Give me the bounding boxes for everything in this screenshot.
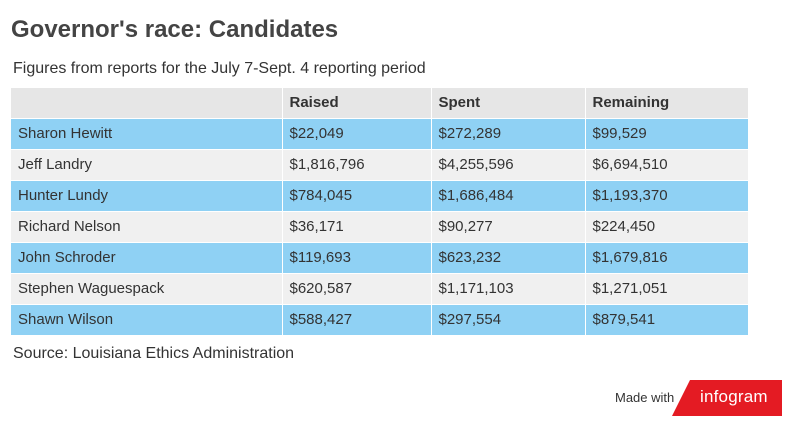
- table-cell-spent: $90,277: [431, 211, 586, 243]
- table-cell-raised: $1,816,796: [282, 149, 432, 181]
- infogram-badge-shape: [672, 380, 782, 416]
- table-cell-raised: $22,049: [282, 118, 432, 150]
- column-header-spent: Spent: [431, 88, 586, 119]
- table-cell-raised: $620,587: [282, 273, 432, 305]
- table-cell-remaining: $6,694,510: [585, 149, 748, 181]
- table-cell-name: Sharon Hewitt: [11, 118, 283, 150]
- table-cell-remaining: $224,450: [585, 211, 748, 243]
- table-body: Sharon Hewitt $22,049 $272,289 $99,529 Jeff …: [11, 118, 748, 336]
- table-cell-spent: $297,554: [431, 304, 586, 336]
- column-header-raised: Raised: [282, 88, 432, 119]
- candidates-table-container: Raised Spent Remaining Sharon Hewitt $22,…: [11, 88, 748, 336]
- table-row: Stephen Waguespack $620,587 $1,171,103 $1,2…: [11, 273, 748, 305]
- table-row: Hunter Lundy $784,045 $1,686,484 $1,193,370: [11, 180, 748, 212]
- table-row: Richard Nelson $36,171 $90,277 $224,450: [11, 211, 748, 243]
- chart-title: Governor's race: Candidates: [11, 16, 339, 43]
- infogram-badge[interactable]: [672, 380, 782, 416]
- column-header-remaining: Remaining: [585, 88, 748, 119]
- table-cell-remaining: $879,541: [585, 304, 748, 336]
- table-cell-name: Richard Nelson: [11, 211, 283, 243]
- table-cell-spent: $1,686,484: [431, 180, 586, 212]
- table-row: John Schroder $119,693 $623,232 $1,679,816: [11, 242, 748, 274]
- table-row: Sharon Hewitt $22,049 $272,289 $99,529: [11, 118, 748, 150]
- table-cell-name: Shawn Wilson: [11, 304, 283, 336]
- table-cell-raised: $588,427: [282, 304, 432, 336]
- table-cell-spent: $1,171,103: [431, 273, 586, 305]
- source-note: Source: Louisiana Ethics Administration: [13, 345, 295, 362]
- table-row: Shawn Wilson $588,427 $297,554 $879,541: [11, 304, 748, 336]
- table-cell-remaining: $99,529: [585, 118, 748, 150]
- table-cell-name: Jeff Landry: [11, 149, 283, 181]
- table-cell-name: Stephen Waguespack: [11, 273, 283, 305]
- table-cell-raised: $36,171: [282, 211, 432, 243]
- candidates-table: Raised Spent Remaining Sharon Hewitt $22,…: [11, 88, 748, 336]
- column-header: [11, 88, 283, 119]
- table-cell-spent: $4,255,596: [431, 149, 586, 181]
- table-cell-spent: $272,289: [431, 118, 586, 150]
- table-cell-name: Hunter Lundy: [11, 180, 283, 212]
- table-header-row: Raised Spent Remaining: [11, 88, 748, 119]
- table-cell-remaining: $1,271,051: [585, 273, 748, 305]
- chart-subtitle: Figures from reports for the July 7-Sept…: [13, 60, 426, 77]
- table-cell-raised: $119,693: [282, 242, 432, 274]
- table-cell-spent: $623,232: [431, 242, 586, 274]
- table-cell-raised: $784,045: [282, 180, 432, 212]
- made-with-label: Made with: [615, 390, 675, 405]
- table-row: Jeff Landry $1,816,796 $4,255,596 $6,694,51…: [11, 149, 748, 181]
- infogram-logo-text: infogram: [700, 387, 768, 406]
- table-cell-remaining: $1,193,370: [585, 180, 748, 212]
- table-cell-remaining: $1,679,816: [585, 242, 748, 274]
- table-cell-name: John Schroder: [11, 242, 283, 274]
